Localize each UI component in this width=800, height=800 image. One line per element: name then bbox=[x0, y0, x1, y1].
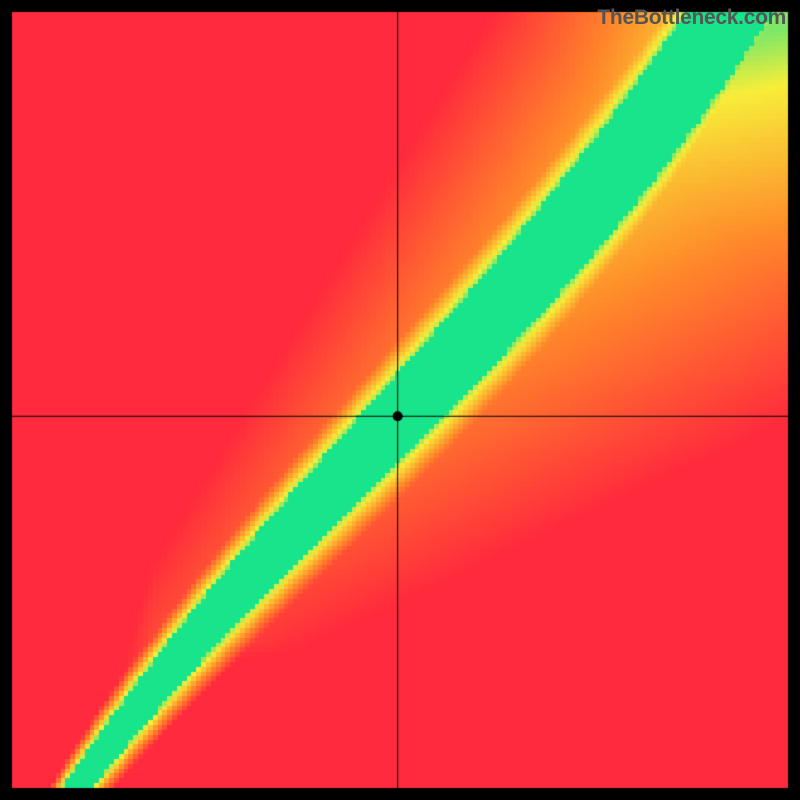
watermark-text: TheBottleneck.com bbox=[597, 6, 786, 30]
bottleneck-heatmap bbox=[0, 0, 800, 800]
chart-container: TheBottleneck.com bbox=[0, 0, 800, 800]
